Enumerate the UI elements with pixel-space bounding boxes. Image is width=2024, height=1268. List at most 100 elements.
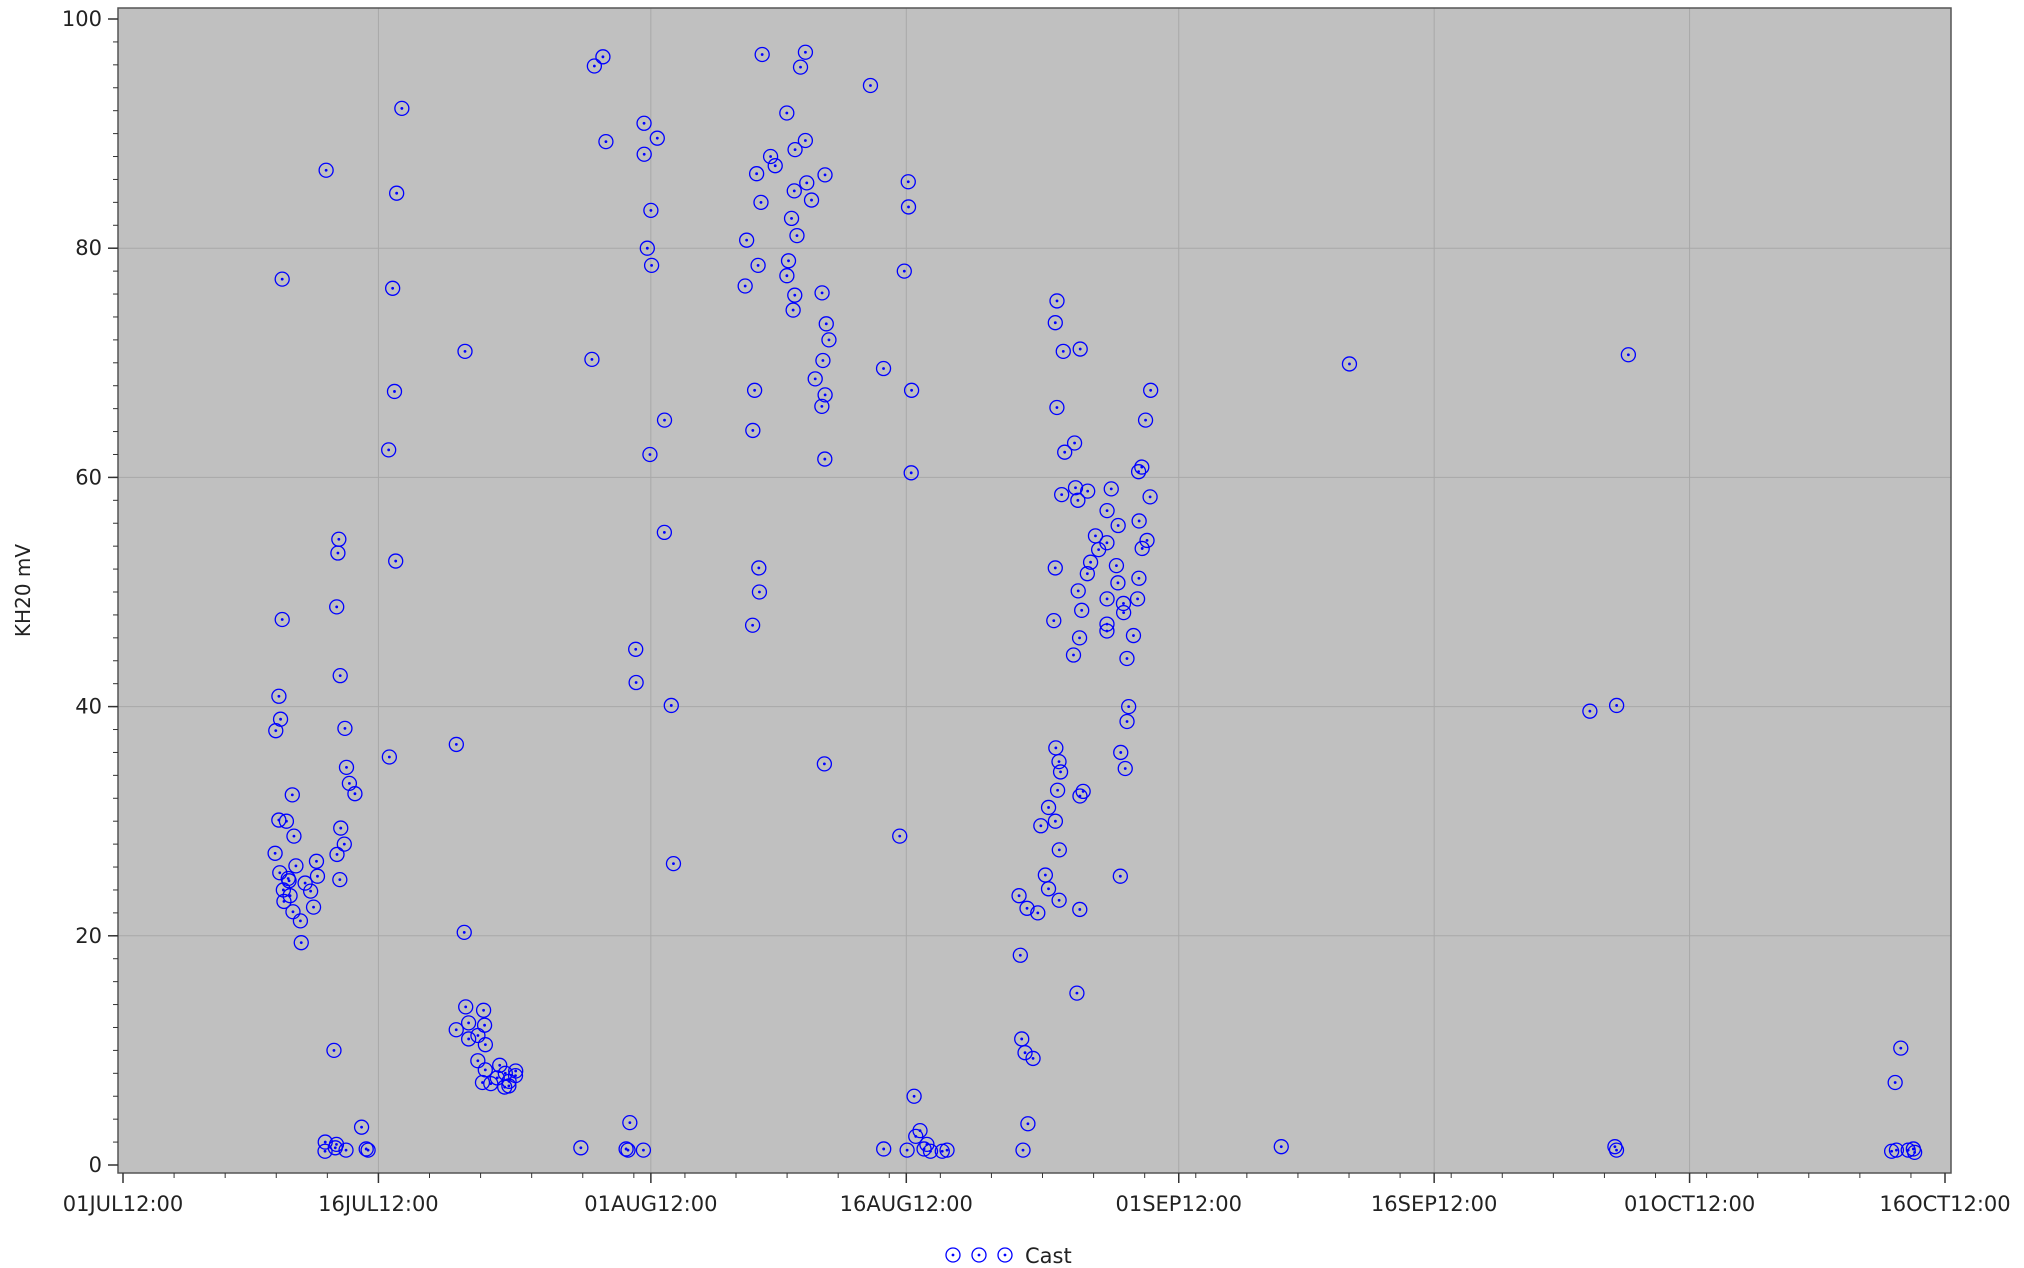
legend: Cast [945,1244,1072,1268]
data-point [892,828,908,844]
data-point [818,316,834,332]
data-point [586,58,603,74]
data-point [862,77,879,94]
data-point [1033,818,1049,834]
data-point [1142,489,1158,505]
data-point [458,999,474,1015]
data-point [738,232,755,248]
data-point [814,285,830,301]
data-point [817,387,833,403]
data-point [388,553,404,569]
data-point [389,185,405,201]
data-point [1905,1141,1922,1157]
data-point [665,855,682,872]
data-point [643,257,660,274]
x-tick-label: 01JUL12:00 [63,1192,184,1216]
data-point [1115,595,1132,612]
data-point [501,1073,517,1089]
data-point [328,1136,345,1153]
gridlines [118,8,1951,1173]
data-point [815,352,831,369]
x-tick-label: 16JUL12:00 [318,1192,439,1216]
data-point [1019,900,1035,916]
data-point [922,1143,939,1159]
data-point [1051,842,1067,858]
data-point [896,263,912,279]
data-point [384,280,401,296]
data-point [746,382,763,398]
data-point [1341,356,1358,372]
data-point [326,1042,342,1059]
data-point [1121,698,1137,715]
data-point [309,868,326,884]
data-point [584,351,600,368]
y-tick-label: 60 [75,465,102,489]
data-point [875,360,892,377]
data-point [278,813,295,829]
data-point [267,845,283,861]
data-point [1110,517,1126,534]
data-point [753,194,769,211]
data-point [1143,382,1159,398]
data-point [1080,483,1096,499]
data-point [628,641,644,657]
data-point [622,1114,638,1131]
data-point [1103,481,1119,497]
data-point [817,167,833,183]
data-point [470,1027,486,1044]
data-point [1069,985,1085,1001]
data-point [1065,647,1082,663]
data-point [786,183,802,199]
data-point [1070,492,1086,508]
data-point [785,302,801,318]
data-point [492,1057,508,1073]
data-point [460,1015,477,1031]
axes: 01JUL12:00 16JUL12:00 01AUG12:00 16AUG12:00… [62,7,2011,1216]
data-point [1017,1045,1033,1061]
data-point [639,240,655,256]
data-point [817,451,833,467]
data-point [876,1141,892,1157]
data-point [1112,868,1128,884]
data-point [900,174,916,190]
data-point [1025,1050,1041,1067]
data-point [906,1088,922,1104]
data-point [799,175,815,191]
x-tick-label: 16SEP12:00 [1371,1192,1498,1216]
data-points [267,44,1923,1161]
data-point [1030,905,1046,921]
y-tick-label: 100 [62,7,102,31]
data-point [272,865,288,881]
data-point [338,1142,354,1158]
data-point [1071,630,1088,646]
data-point [381,749,398,765]
data-point [1011,888,1027,904]
y-tick-label: 0 [89,1153,102,1177]
data-point [1072,788,1088,804]
data-point [595,49,611,65]
data-point [908,1128,924,1144]
data-point [1099,591,1115,607]
data-point [1137,412,1154,428]
x-tick-label: 16OCT12:00 [1879,1192,2010,1216]
data-point [1620,347,1637,363]
data-point [353,1119,370,1135]
legend-markers [945,1247,1013,1263]
data-point [744,617,761,633]
data-point [329,846,345,863]
data-point [360,1142,376,1158]
data-point [1067,480,1084,496]
y-axis-label: KH20 mV [11,544,35,637]
data-point [663,697,679,714]
data-point [1119,650,1135,667]
x-tick-label: 01OCT12:00 [1624,1192,1755,1216]
data-point [268,723,284,739]
data-point [628,674,644,691]
legend-marker [997,1247,1013,1263]
data-point [750,257,766,274]
data-point [767,158,783,174]
data-point [649,130,665,146]
data-point [1074,602,1090,618]
data-point [814,398,830,414]
